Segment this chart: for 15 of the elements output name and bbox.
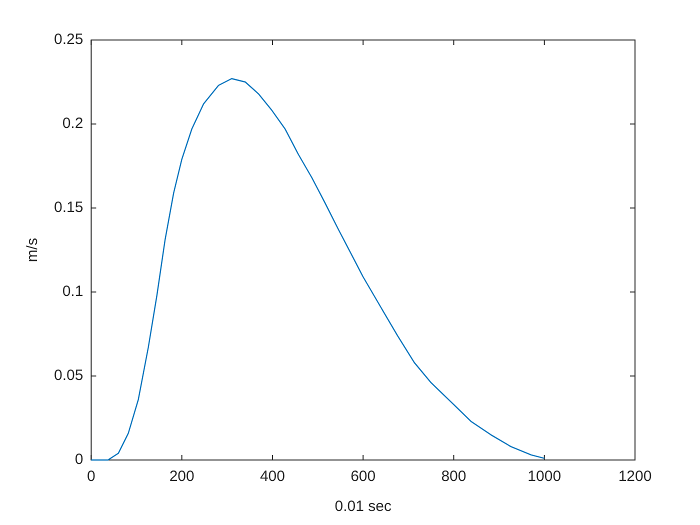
y-tick-label: 0.2: [62, 115, 84, 132]
y-axis-title: m/s: [24, 238, 42, 262]
y-tick-label: 0.05: [54, 367, 84, 384]
x-axis-title: 0.01 sec: [334, 498, 392, 516]
y-tick-label: 0: [74, 451, 84, 468]
x-tick-label: 1000: [528, 468, 562, 486]
x-tick-label: 400: [260, 468, 285, 486]
x-tick-label: 0: [87, 468, 96, 486]
y-tick-label: 0.1: [62, 283, 84, 300]
x-tick-label: 800: [441, 468, 466, 486]
x-tick-label: 1200: [618, 468, 652, 486]
x-tick-label: 600: [350, 468, 376, 486]
y-tick-label: 0.25: [54, 31, 84, 48]
x-tick-label: 200: [169, 468, 194, 486]
y-tick-label: 0.15: [54, 199, 84, 216]
